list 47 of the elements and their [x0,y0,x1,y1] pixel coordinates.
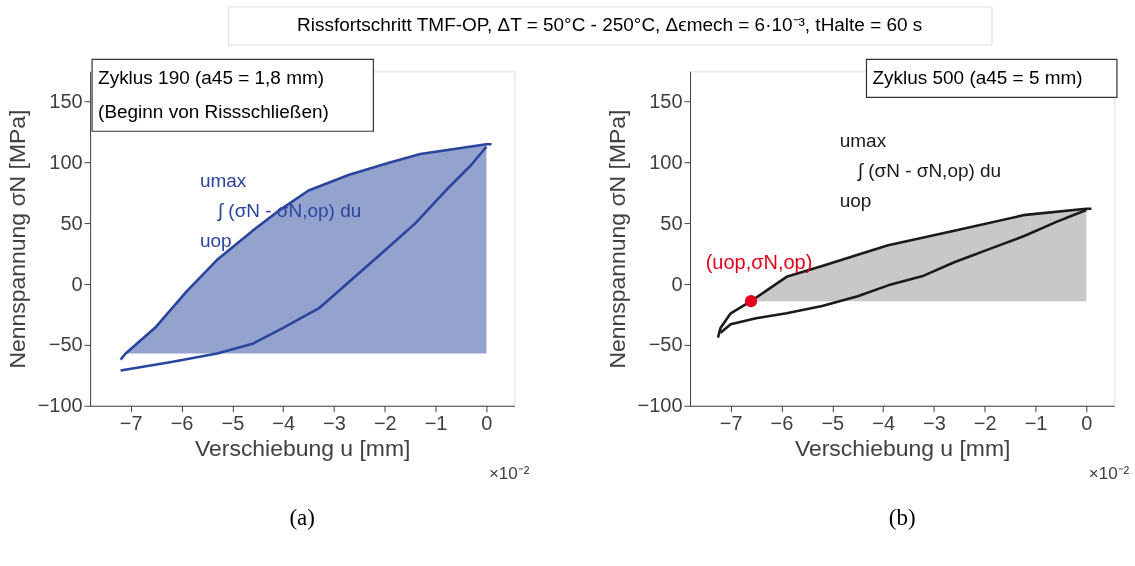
annotation: umax [199,170,247,192]
x-tick-label: 0 [1081,412,1093,435]
x-axis-title: Verschiebung u [mm] [794,435,1011,462]
x-axis-title: Verschiebung u [mm] [194,435,411,462]
annotation: ∫ (σN - σN,op) du [216,200,362,223]
annotation: uop [199,230,232,252]
annotation: uop [839,190,872,212]
y-tick-label: 0 [71,272,83,295]
annotation: ∫ (σN - σN,op) du [856,160,1002,183]
y-tick-label: 100 [649,151,683,174]
x-tick-label: −2 [973,412,997,435]
x-tick-label: −7 [719,412,743,435]
x-tick-label: −5 [821,412,845,435]
series-label: (uop,σN,op) [705,251,813,274]
x-tick-label: −6 [170,412,194,435]
y-tick-label: 150 [49,90,83,113]
text: ×10⁻² [488,463,530,483]
y-axis-title: Nennspannung σN [MPa] [3,109,30,369]
x-tick-label: −3 [323,412,346,435]
y-tick-label: 0 [671,272,683,295]
y-tick-label: −100 [637,394,683,417]
text: (Beginn von Rissschließen) [98,101,329,123]
x-tick-label: −7 [119,412,143,435]
y-tick-label: 50 [60,211,83,234]
x-tick-label: 0 [481,412,493,435]
x-tick-label: −3 [923,412,946,435]
annotation: umax [839,130,887,152]
text: (b) [888,504,916,530]
x-tick-label: −4 [272,412,296,435]
y-tick-label: 150 [649,90,683,113]
text: (a) [289,504,315,530]
text: Rissfortschritt TMF-OP, ΔT = 50°C - 250°C, Δϵmech = 6·10⁻³, tHalte = 60 s [297,14,923,36]
chart-title: Zyklus 190 (a45 = 1,8 mm) [98,67,325,89]
x-tick-label: −6 [770,412,794,435]
y-axis-title: Nennspannung σN [MPa] [603,109,630,369]
chart-title: Zyklus 500 (a45 = 5 mm) [872,67,1083,89]
y-tick-label: 50 [660,211,683,234]
y-tick-label: −50 [648,333,683,356]
x-tick-label: −4 [872,412,895,435]
x-tick-label: −2 [373,412,397,435]
x-tick-label: −1 [424,412,448,435]
y-tick-label: 100 [49,151,83,174]
x-tick-label: −1 [1024,412,1048,435]
x-tick-label: −5 [221,412,245,435]
y-tick-label: −100 [37,394,83,417]
text: ×10⁻² [1088,463,1130,483]
y-tick-label: −50 [48,333,83,356]
